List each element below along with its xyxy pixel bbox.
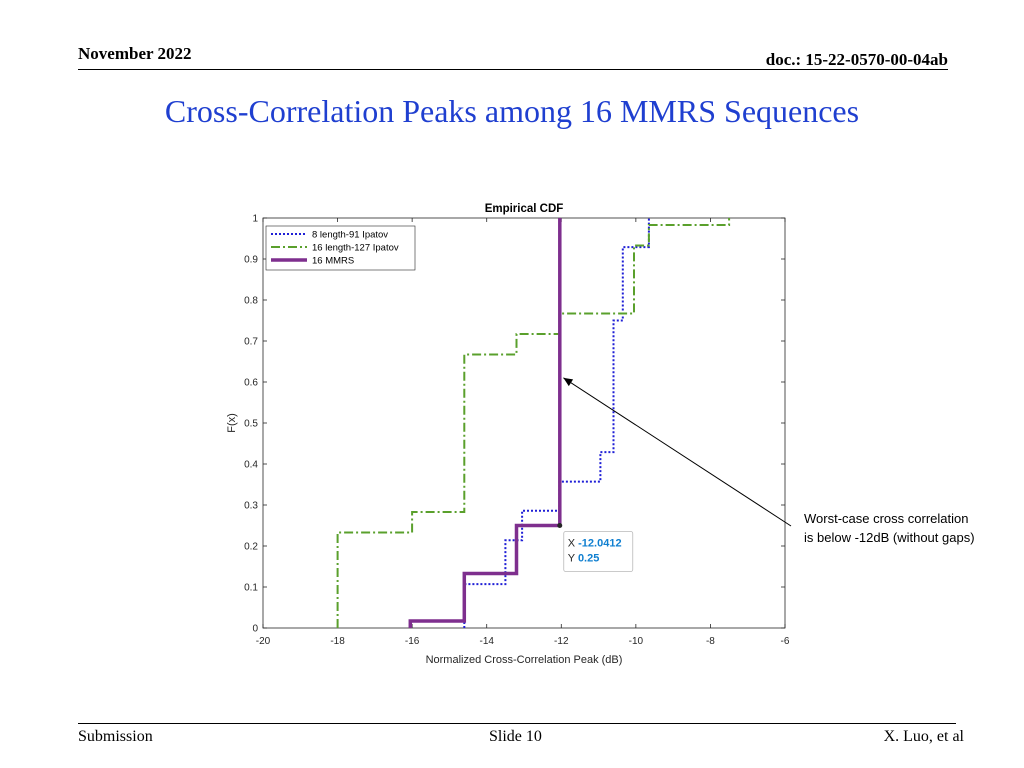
x-tick-label-4: -12 [554,636,569,647]
footer-rule [78,723,956,724]
x-tick-label-1: -18 [330,636,345,647]
callout-line-2: is below -12dB (without gaps) [804,530,975,545]
x-tick-label-5: -10 [629,636,644,647]
y-tick-label-6: 0.6 [244,378,258,389]
header-rule [78,69,948,70]
y-tick-label-7: 0.7 [244,337,258,348]
legend-label-ipatov-91: 8 length-91 Ipatov [312,230,388,241]
header-doc-id: doc.: 15-22-0570-00-04ab [765,50,948,69]
header-date: November 2022 [78,44,192,63]
callout-line-1: Worst-case cross correlation [804,511,969,526]
y-tick-label-9: 0.9 [244,255,258,266]
y-axis-label: F(x) [226,413,238,433]
legend-label-mmrs: 16 MMRS [312,256,354,267]
slide-title: Cross-Correlation Peaks among 16 MMRS Se… [164,93,860,129]
data-tip-box [563,531,634,572]
y-tick-label-10: 1 [252,214,258,225]
chart-title: Empirical CDF [485,203,564,215]
annotation-arrow-head [563,377,574,387]
x-tick-label-2: -16 [405,636,420,647]
series-line-2 [408,218,562,628]
x-tick-label-7: -6 [781,636,790,647]
y-tick-label-1: 0.1 [244,583,258,594]
x-axis-label: Normalized Cross-Correlation Peak (dB) [426,654,623,666]
annotation-callout: Worst-case cross correlation is below -1… [804,509,975,547]
legend[interactable]: 8 length-91 Ipatov 16 length-127 Ipatov … [265,225,416,271]
plot-area [262,217,786,629]
footer-slide-number: Slide 10 [489,728,542,745]
footer-submission: Submission [78,728,153,745]
axis-ticks: -20 -18 -16 -14 -12 -10 -8 -6 0 0.1 0.2 0.3 0.4 0.5 0.… [244,214,790,648]
y-tick-label-8: 0.8 [244,296,258,307]
legend-label-ipatov-127: 16 length-127 Ipatov [312,243,399,254]
x-tick-label-3: -14 [479,636,494,647]
data-tip-x: X -12.0412 [568,538,622,550]
y-tick-label-5: 0.5 [244,419,258,430]
data-tip-y: Y 0.25 [568,553,600,565]
y-tick-label-2: 0.2 [244,542,258,553]
data-tip-marker [557,523,563,528]
x-tick-label-0: -20 [256,636,271,647]
data-tip[interactable]: X -12.0412 Y 0.25 [557,523,634,572]
annotation-arrow [563,377,792,527]
series-layer [336,218,731,628]
y-tick-label-0: 0 [252,624,258,635]
y-tick-label-3: 0.3 [244,501,258,512]
footer-author: X. Luo, et al [883,728,964,745]
series-line-1 [336,218,731,628]
y-tick-label-4: 0.4 [244,460,258,471]
x-tick-label-6: -8 [706,636,715,647]
